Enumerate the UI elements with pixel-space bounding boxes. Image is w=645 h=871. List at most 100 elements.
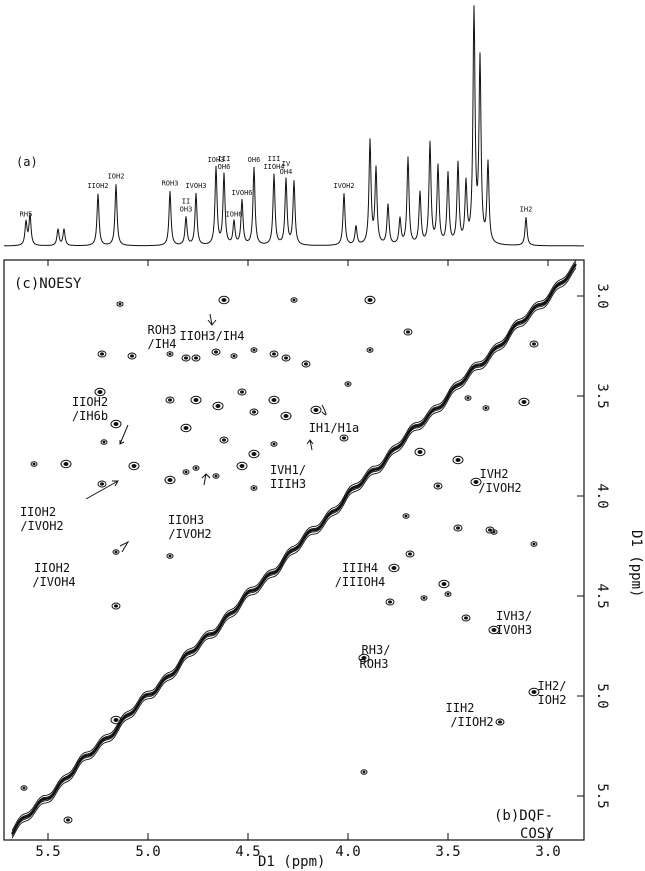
arrow-ivh1 [306, 439, 314, 451]
cross-peak [268, 395, 280, 405]
spectrum-peak-label: III [218, 155, 231, 163]
cross-peak [237, 388, 247, 396]
cross-peak [212, 401, 224, 411]
arrow-ih1 [321, 404, 327, 416]
cross-peak [60, 459, 72, 469]
assignment-label: /IIOH2 [450, 715, 493, 729]
cross-peak [339, 434, 349, 442]
x-tick-label: 3.5 [435, 844, 460, 860]
cross-peak [364, 295, 376, 305]
cross-peak [310, 405, 322, 415]
spectrum-peak-label: II [182, 198, 190, 206]
cross-peak [461, 614, 471, 622]
assignment-label: IIOH2 [72, 395, 108, 409]
assignment-label: ROH3 [360, 657, 389, 671]
cross-peak [358, 653, 370, 663]
cross-peak [30, 461, 38, 467]
cross-peak [495, 718, 505, 726]
arrow-roh3-ih4 [207, 313, 217, 326]
y-tick-label: 3.0 [594, 283, 610, 308]
arrow-iioh3-ivoh2 [201, 473, 211, 486]
diagonal-contour [11, 262, 577, 833]
spectrum-peak-label: OH6 [248, 156, 261, 164]
cross-peak [250, 347, 258, 353]
cross-peak [433, 482, 443, 490]
dqf-label-line1: (b)DQF- [494, 808, 553, 824]
diagonal-contour [11, 267, 577, 839]
spectrum-peak-label: IVOH2 [333, 182, 354, 190]
assignment-label: /IIIOH4 [335, 575, 386, 589]
cross-peak [230, 353, 238, 359]
assignment-label: ROH3 [148, 323, 177, 337]
assignment-label: IIIH3 [270, 477, 306, 491]
cross-peak [518, 397, 530, 407]
y-axis-ticks: 3.0 3.5 4.0 4.5 5.0 5.5 [577, 283, 610, 809]
cross-peak [182, 469, 190, 475]
cross-peak [530, 541, 538, 547]
assignment-label: /IVOH2 [20, 519, 63, 533]
cross-peak [270, 441, 278, 447]
spectrum-peak-label: III [268, 155, 281, 163]
cross-peak [388, 563, 400, 573]
cross-peak [366, 347, 374, 353]
proton-spectrum-trace [4, 5, 584, 247]
spectrum-peak-label: IOH6 [226, 210, 243, 218]
arrow-iioh2-ivoh4 [119, 540, 130, 553]
assignment-label: RH3/ [362, 643, 391, 657]
noesy-label: (c)NOESY [14, 276, 82, 292]
cross-peak [529, 340, 539, 348]
cross-peak [482, 405, 490, 411]
cross-peak [269, 350, 279, 358]
y-tick-label: 5.5 [594, 783, 610, 808]
cross-peak [385, 598, 395, 606]
cross-peak [164, 475, 176, 485]
spectrum-peak-label: IOH2 [108, 173, 125, 181]
assignment-label: IVH3/ [496, 609, 532, 623]
cross-peak [20, 785, 28, 791]
cross-peak [165, 396, 175, 404]
cross-peak [344, 381, 352, 387]
spectrum-peak-label: IVOH3 [185, 182, 206, 190]
diagonal-contour [11, 263, 577, 835]
cross-peak [360, 769, 368, 775]
x-tick-label: 5.0 [135, 844, 160, 860]
cross-peak [191, 354, 201, 362]
cross-peak [128, 461, 140, 471]
assignment-label: /IH6b [72, 409, 108, 423]
spectrum-peak-label: IIOH2 [87, 182, 108, 190]
annotation-arrows [85, 313, 327, 553]
cross-peak [402, 513, 410, 519]
cross-peak [438, 579, 450, 589]
cross-peak [94, 387, 106, 397]
diagonal-contour [11, 260, 577, 831]
spectrum-peak-labels: RH5IIOH2IOH2ROH3IIOH3IVOH3IOH3IIIOH6IOH6… [20, 155, 533, 218]
y-axis-label: D1 (ppm) [628, 530, 644, 597]
cross-peak [192, 465, 200, 471]
cross-peak [420, 595, 428, 601]
cross-peak [112, 549, 120, 555]
spectrum-peak-label: RH5 [20, 210, 33, 218]
y-tick-label: 5.0 [594, 683, 610, 708]
spectrum-panel-a: (a) RH5IIOH2IOH2ROH3IIOH3IVOH3IOH3IIIOH6… [4, 5, 584, 247]
x-tick-label: 4.5 [235, 844, 260, 860]
cross-peak [166, 351, 174, 357]
cross-peak [405, 550, 415, 558]
cross-peak [490, 529, 498, 535]
x-tick-label: 5.5 [35, 844, 60, 860]
dqf-label-line2: COSY [520, 826, 554, 842]
x-tick-label: 3.0 [535, 844, 560, 860]
cross-peak [97, 480, 107, 488]
assignment-label: IIOH3 [168, 513, 204, 527]
arrow-iioh2-ivoh2 [85, 480, 119, 500]
cross-peak [453, 524, 463, 532]
cross-peak [212, 473, 220, 479]
cross-peak [166, 553, 174, 559]
diagonal-ridge [11, 260, 577, 839]
cross-peak [470, 477, 482, 487]
cross-peak [97, 350, 107, 358]
spectrum-peak-label: IVOH6 [231, 189, 252, 197]
cross-peak [444, 591, 452, 597]
cross-peak [181, 354, 191, 362]
x-tick-label: 4.0 [335, 844, 360, 860]
